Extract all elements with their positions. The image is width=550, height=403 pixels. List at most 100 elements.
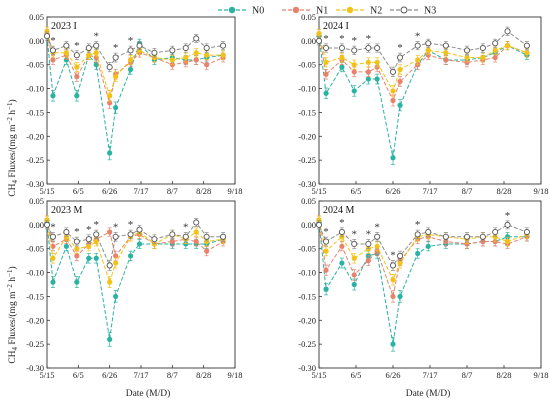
data-point-n2	[339, 234, 345, 240]
legend: N0 N1 N2 N3	[218, 6, 436, 17]
data-point-n3	[169, 231, 176, 238]
data-point-n2	[50, 255, 56, 261]
data-point-n1	[107, 229, 113, 235]
significance-marker: *	[113, 42, 119, 54]
y-tick-label: 0.00	[29, 220, 44, 230]
data-point-n3	[112, 54, 119, 61]
data-point-n3	[151, 49, 158, 56]
panel-title: 2024 M	[323, 205, 355, 216]
data-point-n1	[74, 74, 80, 80]
data-point-n2	[44, 217, 50, 223]
data-point-n2	[390, 88, 396, 94]
data-point-n0	[415, 250, 421, 257]
x-tick-label: 8/28	[496, 370, 511, 380]
data-point-n2	[204, 238, 210, 245]
data-point-n2	[390, 277, 396, 283]
data-point-n1	[107, 100, 113, 106]
data-point-n1	[397, 78, 403, 85]
y-tick-label: -0.30	[298, 179, 316, 189]
data-point-n3	[73, 238, 80, 245]
data-point-n3	[73, 52, 80, 59]
data-point-n3	[220, 233, 227, 240]
data-point-n2	[63, 50, 69, 56]
data-point-n0	[323, 90, 329, 96]
data-point-n3	[127, 231, 134, 238]
data-point-n2	[151, 241, 158, 247]
data-point-n3	[504, 221, 511, 228]
data-point-n2	[74, 246, 80, 252]
y-tick-label: -0.05	[298, 60, 316, 70]
x-tick-label: 6/26	[102, 186, 117, 196]
significance-marker: *	[351, 228, 357, 240]
data-point-n2	[93, 238, 99, 245]
data-point-n3	[136, 42, 143, 49]
data-point-n2	[480, 54, 486, 61]
data-point-n2	[93, 50, 99, 56]
data-point-n0	[323, 286, 329, 292]
significance-marker: *	[74, 40, 80, 52]
data-point-n2	[107, 279, 113, 285]
legend-label-n1: N1	[316, 6, 328, 17]
data-point-n2	[492, 47, 498, 54]
x-tick-label: 6/5	[351, 370, 362, 380]
data-point-n2	[107, 93, 113, 99]
y-tick-label: -0.25	[298, 339, 316, 349]
significance-marker: *	[128, 35, 134, 47]
data-point-n3	[93, 231, 100, 238]
data-point-n0	[127, 66, 134, 73]
data-point-n2	[351, 255, 357, 261]
legend-entry-n0: N0	[218, 6, 264, 17]
data-point-n3	[85, 44, 92, 52]
data-point-n1	[492, 238, 498, 245]
x-tick-label: 8/28	[196, 186, 211, 196]
series-line-n3	[318, 224, 528, 267]
y-tick-label: -0.20	[298, 131, 316, 141]
data-point-n3	[414, 231, 421, 238]
legend-marker-n3	[400, 6, 408, 14]
data-point-n0	[374, 76, 380, 82]
y-tick-label: -0.30	[298, 363, 316, 373]
data-point-n3	[463, 47, 471, 54]
series-line-n0	[46, 222, 224, 340]
significance-marker: *	[339, 33, 345, 45]
panel-title: 2023 M	[51, 205, 83, 216]
data-point-n3	[374, 233, 381, 240]
x-tick-label: 8/7	[167, 370, 178, 380]
data-point-n3	[136, 226, 143, 233]
x-tick-label: 6/26	[102, 370, 117, 380]
x-axis-label-left: Date (M/D)	[126, 388, 171, 399]
data-point-n1	[351, 69, 357, 75]
data-point-n2	[193, 229, 199, 235]
data-point-n2	[464, 54, 470, 61]
data-point-n3	[315, 221, 323, 228]
y-tick-label: -0.10	[26, 84, 44, 94]
data-point-n2	[151, 54, 158, 61]
data-point-n1	[464, 59, 470, 65]
data-point-n0	[397, 293, 403, 300]
data-point-n1	[193, 57, 199, 63]
data-point-n3	[396, 252, 404, 259]
series-line-n1	[46, 219, 224, 257]
data-point-n2	[44, 28, 50, 34]
y-tick-label: -0.05	[298, 244, 316, 254]
y-tick-label: -0.10	[298, 268, 316, 278]
y-tick-label: -0.10	[298, 84, 316, 94]
y-tick-label: -0.25	[26, 155, 44, 165]
x-tick-label: 5/15	[39, 370, 54, 380]
data-point-n0	[136, 241, 143, 247]
x-tick-label: 8/7	[167, 186, 178, 196]
x-tick-label: 7/17	[133, 186, 148, 196]
significance-marker: *	[390, 249, 396, 261]
data-point-n3	[504, 28, 511, 35]
legend-marker-n0	[228, 6, 236, 14]
data-point-n3	[425, 40, 432, 47]
data-point-n3	[49, 47, 57, 54]
data-point-n0	[351, 281, 357, 288]
data-point-n2	[425, 47, 431, 54]
y-tick-label: 0.05	[29, 196, 44, 206]
data-point-n2	[86, 52, 92, 58]
y-tick-label: -0.05	[26, 244, 44, 254]
y-tick-label: 0.00	[29, 36, 44, 46]
significance-marker: *	[351, 35, 357, 47]
x-tick-label: 9/18	[533, 186, 548, 196]
